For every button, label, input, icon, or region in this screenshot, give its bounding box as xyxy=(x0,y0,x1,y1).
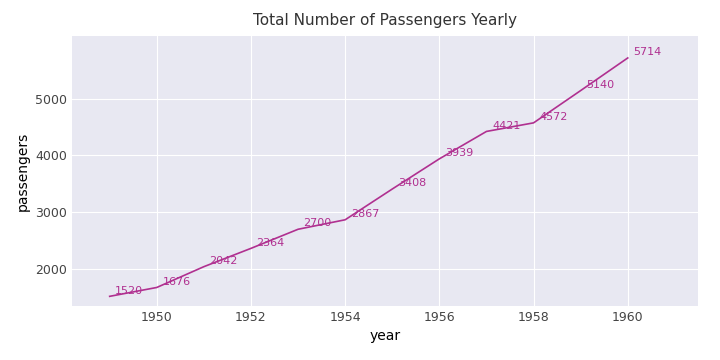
Y-axis label: passengers: passengers xyxy=(16,131,30,211)
Text: 1676: 1676 xyxy=(162,277,191,287)
Text: 2364: 2364 xyxy=(256,238,285,248)
X-axis label: year: year xyxy=(369,329,401,343)
Text: 2867: 2867 xyxy=(351,209,379,219)
Text: 4572: 4572 xyxy=(539,112,567,122)
Text: 5714: 5714 xyxy=(634,47,662,57)
Text: 2700: 2700 xyxy=(304,219,332,229)
Text: 3939: 3939 xyxy=(445,148,473,158)
Text: 5140: 5140 xyxy=(586,80,614,90)
Text: 4421: 4421 xyxy=(492,121,521,131)
Text: 2042: 2042 xyxy=(210,256,238,266)
Title: Total Number of Passengers Yearly: Total Number of Passengers Yearly xyxy=(253,13,517,28)
Text: 3408: 3408 xyxy=(398,178,426,188)
Text: 1520: 1520 xyxy=(115,285,143,296)
